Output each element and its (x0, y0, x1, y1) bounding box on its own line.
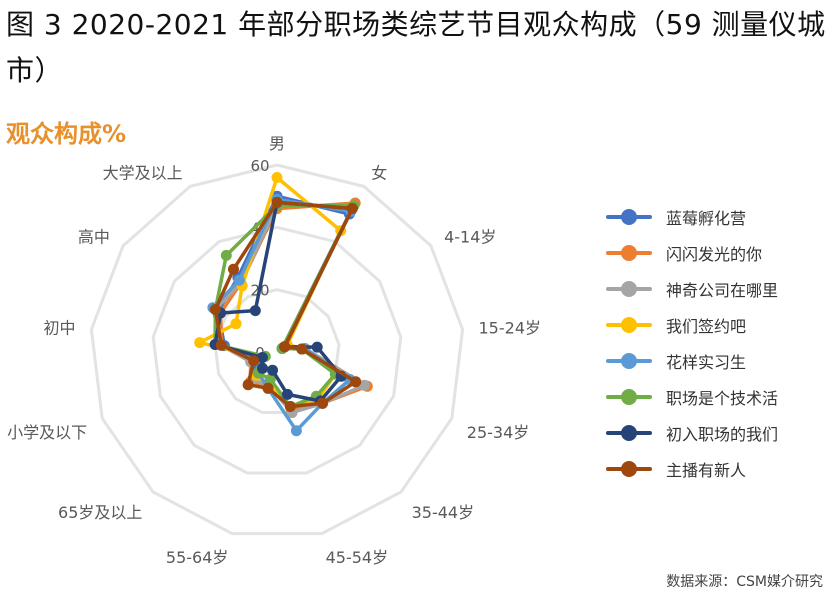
data-point (317, 397, 328, 409)
legend-swatch (606, 351, 652, 371)
legend-item: 神奇公司在哪里 (606, 271, 778, 307)
chart-legend: 蓝莓孵化营闪闪发光的你 神奇公司在哪里 我们签约吧花样实习生职场是个技术活 初入职场的… (606, 199, 778, 487)
legend-swatch-marker (621, 353, 637, 369)
axis-label: 15-24岁 (479, 319, 542, 338)
data-point (290, 425, 302, 437)
data-point (242, 379, 254, 391)
source-note: 数据来源：CSM媒介研究 (666, 574, 823, 590)
data-point (230, 318, 242, 330)
series-8 (209, 196, 362, 412)
legend-swatch-marker (621, 425, 637, 441)
chart-title: 图 3 2020-2021 年部分职场类综艺节目观众构成（59 测量仪城市） (6, 8, 826, 87)
data-point (248, 355, 260, 367)
data-point (262, 382, 274, 394)
legend-item: 闪闪发光的你 (606, 235, 778, 271)
legend-item: 花样实习生 (606, 343, 778, 379)
data-point (228, 263, 239, 275)
legend-label: 主播有新人 (666, 461, 747, 480)
data-point (279, 341, 291, 353)
legend-label: 蓝莓孵化营 (666, 209, 747, 228)
legend-item: 主播有新人 (606, 451, 778, 487)
chart-subtitle: 观众构成% (6, 120, 127, 148)
legend-item: 职场是个技术活 (606, 379, 778, 415)
data-point (257, 362, 268, 374)
axis-label: 男 (269, 134, 285, 153)
legend-swatch (606, 207, 652, 227)
data-point (215, 339, 227, 351)
data-point (284, 401, 296, 412)
legend-swatch-marker (621, 461, 637, 477)
legend-label: 花样实习生 (666, 353, 747, 372)
data-point (209, 304, 221, 315)
legend-label: 闪闪发光的你 (666, 245, 763, 264)
axis-label: 65岁及以上 (58, 503, 142, 522)
legend-label: 神奇公司在哪里 (666, 281, 779, 300)
legend-swatch (606, 459, 652, 479)
legend-swatch (606, 387, 652, 407)
legend-item: 初入职场的我们 (606, 415, 778, 451)
axis-label: 大学及以上 (103, 163, 183, 182)
legend-label: 初入职场的我们 (666, 425, 779, 444)
grid-ring-1 (213, 288, 341, 414)
grid-ring-2 (151, 225, 403, 475)
series-lines (194, 172, 373, 437)
grid-ring-3 (89, 163, 465, 536)
data-point (350, 376, 362, 388)
data-point (233, 274, 245, 286)
legend-swatch (606, 423, 652, 443)
radial-tick-label: 60 (250, 157, 269, 175)
data-point (220, 249, 232, 261)
axis-label: 35-44岁 (412, 503, 475, 522)
data-point (267, 364, 278, 376)
legend-swatch (606, 279, 652, 299)
radar-grid (89, 163, 465, 536)
data-point (271, 172, 283, 183)
legend-swatch-marker (621, 245, 637, 261)
data-point (264, 373, 276, 385)
axis-labels: 男女 4-14岁 15-24岁 25-34岁 35-44岁 45-54岁 55-64岁 65岁… (7, 134, 541, 567)
legend-item: 我们签约吧 (606, 307, 778, 343)
data-point (296, 343, 308, 355)
data-point (249, 305, 261, 317)
legend-swatch-marker (621, 281, 637, 297)
legend-label: 我们签约吧 (666, 317, 747, 336)
data-point (194, 337, 206, 349)
axis-label: 高中 (78, 228, 110, 247)
data-point (271, 196, 283, 208)
legend-swatch (606, 315, 652, 335)
data-point (281, 388, 293, 400)
legend-swatch-marker (621, 209, 637, 225)
legend-swatch (606, 243, 652, 263)
legend-swatch-marker (621, 317, 637, 333)
data-point (256, 352, 268, 363)
legend-label: 职场是个技术活 (666, 389, 779, 408)
axis-label: 初中 (43, 319, 75, 338)
axis-label: 55-64岁 (166, 548, 229, 567)
axis-label: 4-14岁 (444, 228, 496, 247)
axis-label: 25-34岁 (467, 423, 530, 442)
axis-label: 45-54岁 (326, 548, 389, 567)
axis-label: 小学及以下 (7, 423, 87, 442)
data-point (311, 341, 323, 353)
legend-item: 蓝莓孵化营 (606, 199, 778, 235)
data-point (346, 203, 358, 214)
axis-label: 女 (371, 163, 387, 182)
legend-swatch-marker (621, 389, 637, 405)
data-point (358, 379, 370, 391)
